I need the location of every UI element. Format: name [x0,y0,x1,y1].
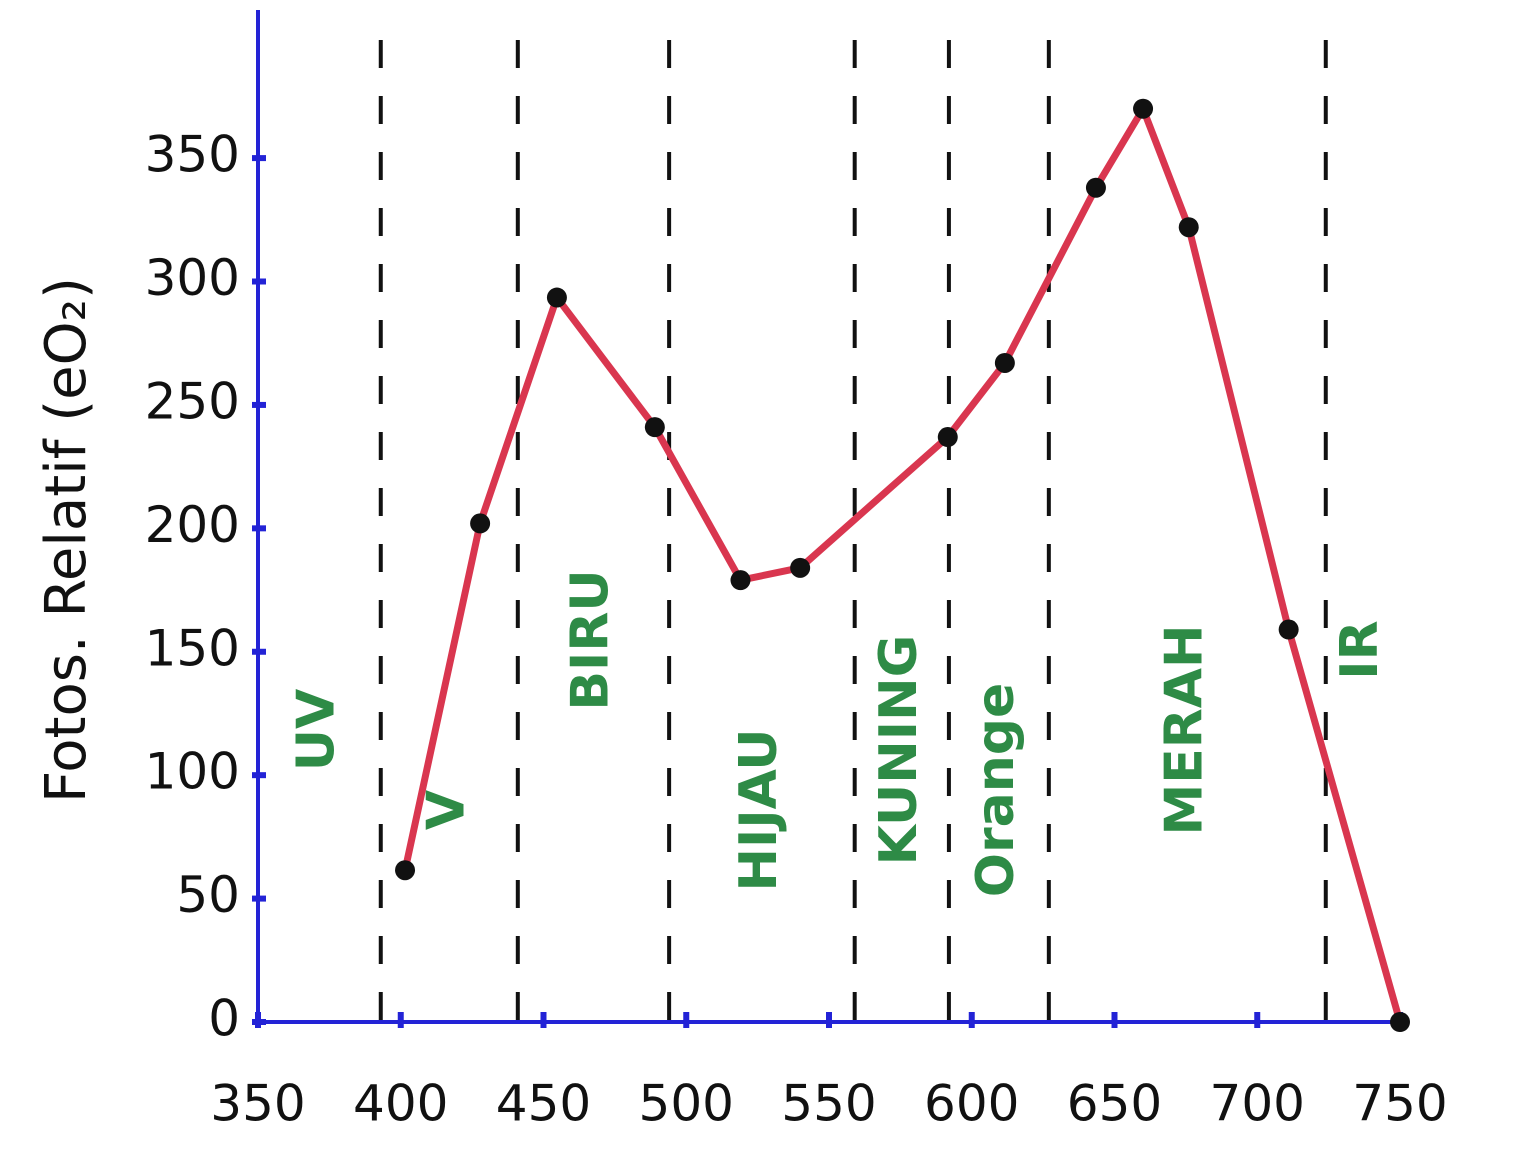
y-tick-label: 150 [145,619,240,677]
data-point [730,570,751,591]
y-tick-label: 100 [145,743,240,801]
x-tick-label: 350 [210,1075,305,1133]
region-label: HIJAU [729,728,789,891]
x-tick-label: 750 [1352,1075,1447,1133]
region-label: IR [1330,620,1390,679]
y-tick-label: 350 [145,126,240,184]
data-point [1390,1012,1410,1032]
y-tick-label: 200 [145,496,240,554]
x-tick-label: 450 [496,1075,591,1133]
data-point [1133,98,1154,119]
y-tick-label: 0 [208,990,240,1048]
x-tick-label: 650 [1067,1075,1162,1133]
data-point [546,287,567,308]
data-point [1085,177,1106,198]
y-axis-title: Fotos. Relatif (eO₂) [34,277,99,803]
data-point [395,860,416,881]
x-tick-label: 700 [1210,1075,1305,1133]
data-point [994,352,1015,373]
x-tick-label: 600 [924,1075,1019,1133]
region-label: Orange [966,683,1026,897]
data-point [790,557,811,578]
region-label: BIRU [560,569,620,710]
data-point [937,427,958,448]
x-tick-label: 500 [639,1075,734,1133]
region-label: MERAH [1154,624,1214,835]
region-label: KUNING [869,635,929,866]
y-tick-label: 50 [176,866,240,924]
region-label: V [416,790,476,830]
data-point [1178,217,1199,238]
region-label: UV [286,689,346,771]
y-tick-label: 300 [145,249,240,307]
data-point [470,513,491,534]
x-tick-label: 400 [353,1075,448,1133]
x-tick-label: 550 [781,1075,876,1133]
data-point [644,417,665,438]
y-tick-label: 250 [145,372,240,430]
data-line [401,105,1404,1023]
data-point [1278,619,1299,640]
